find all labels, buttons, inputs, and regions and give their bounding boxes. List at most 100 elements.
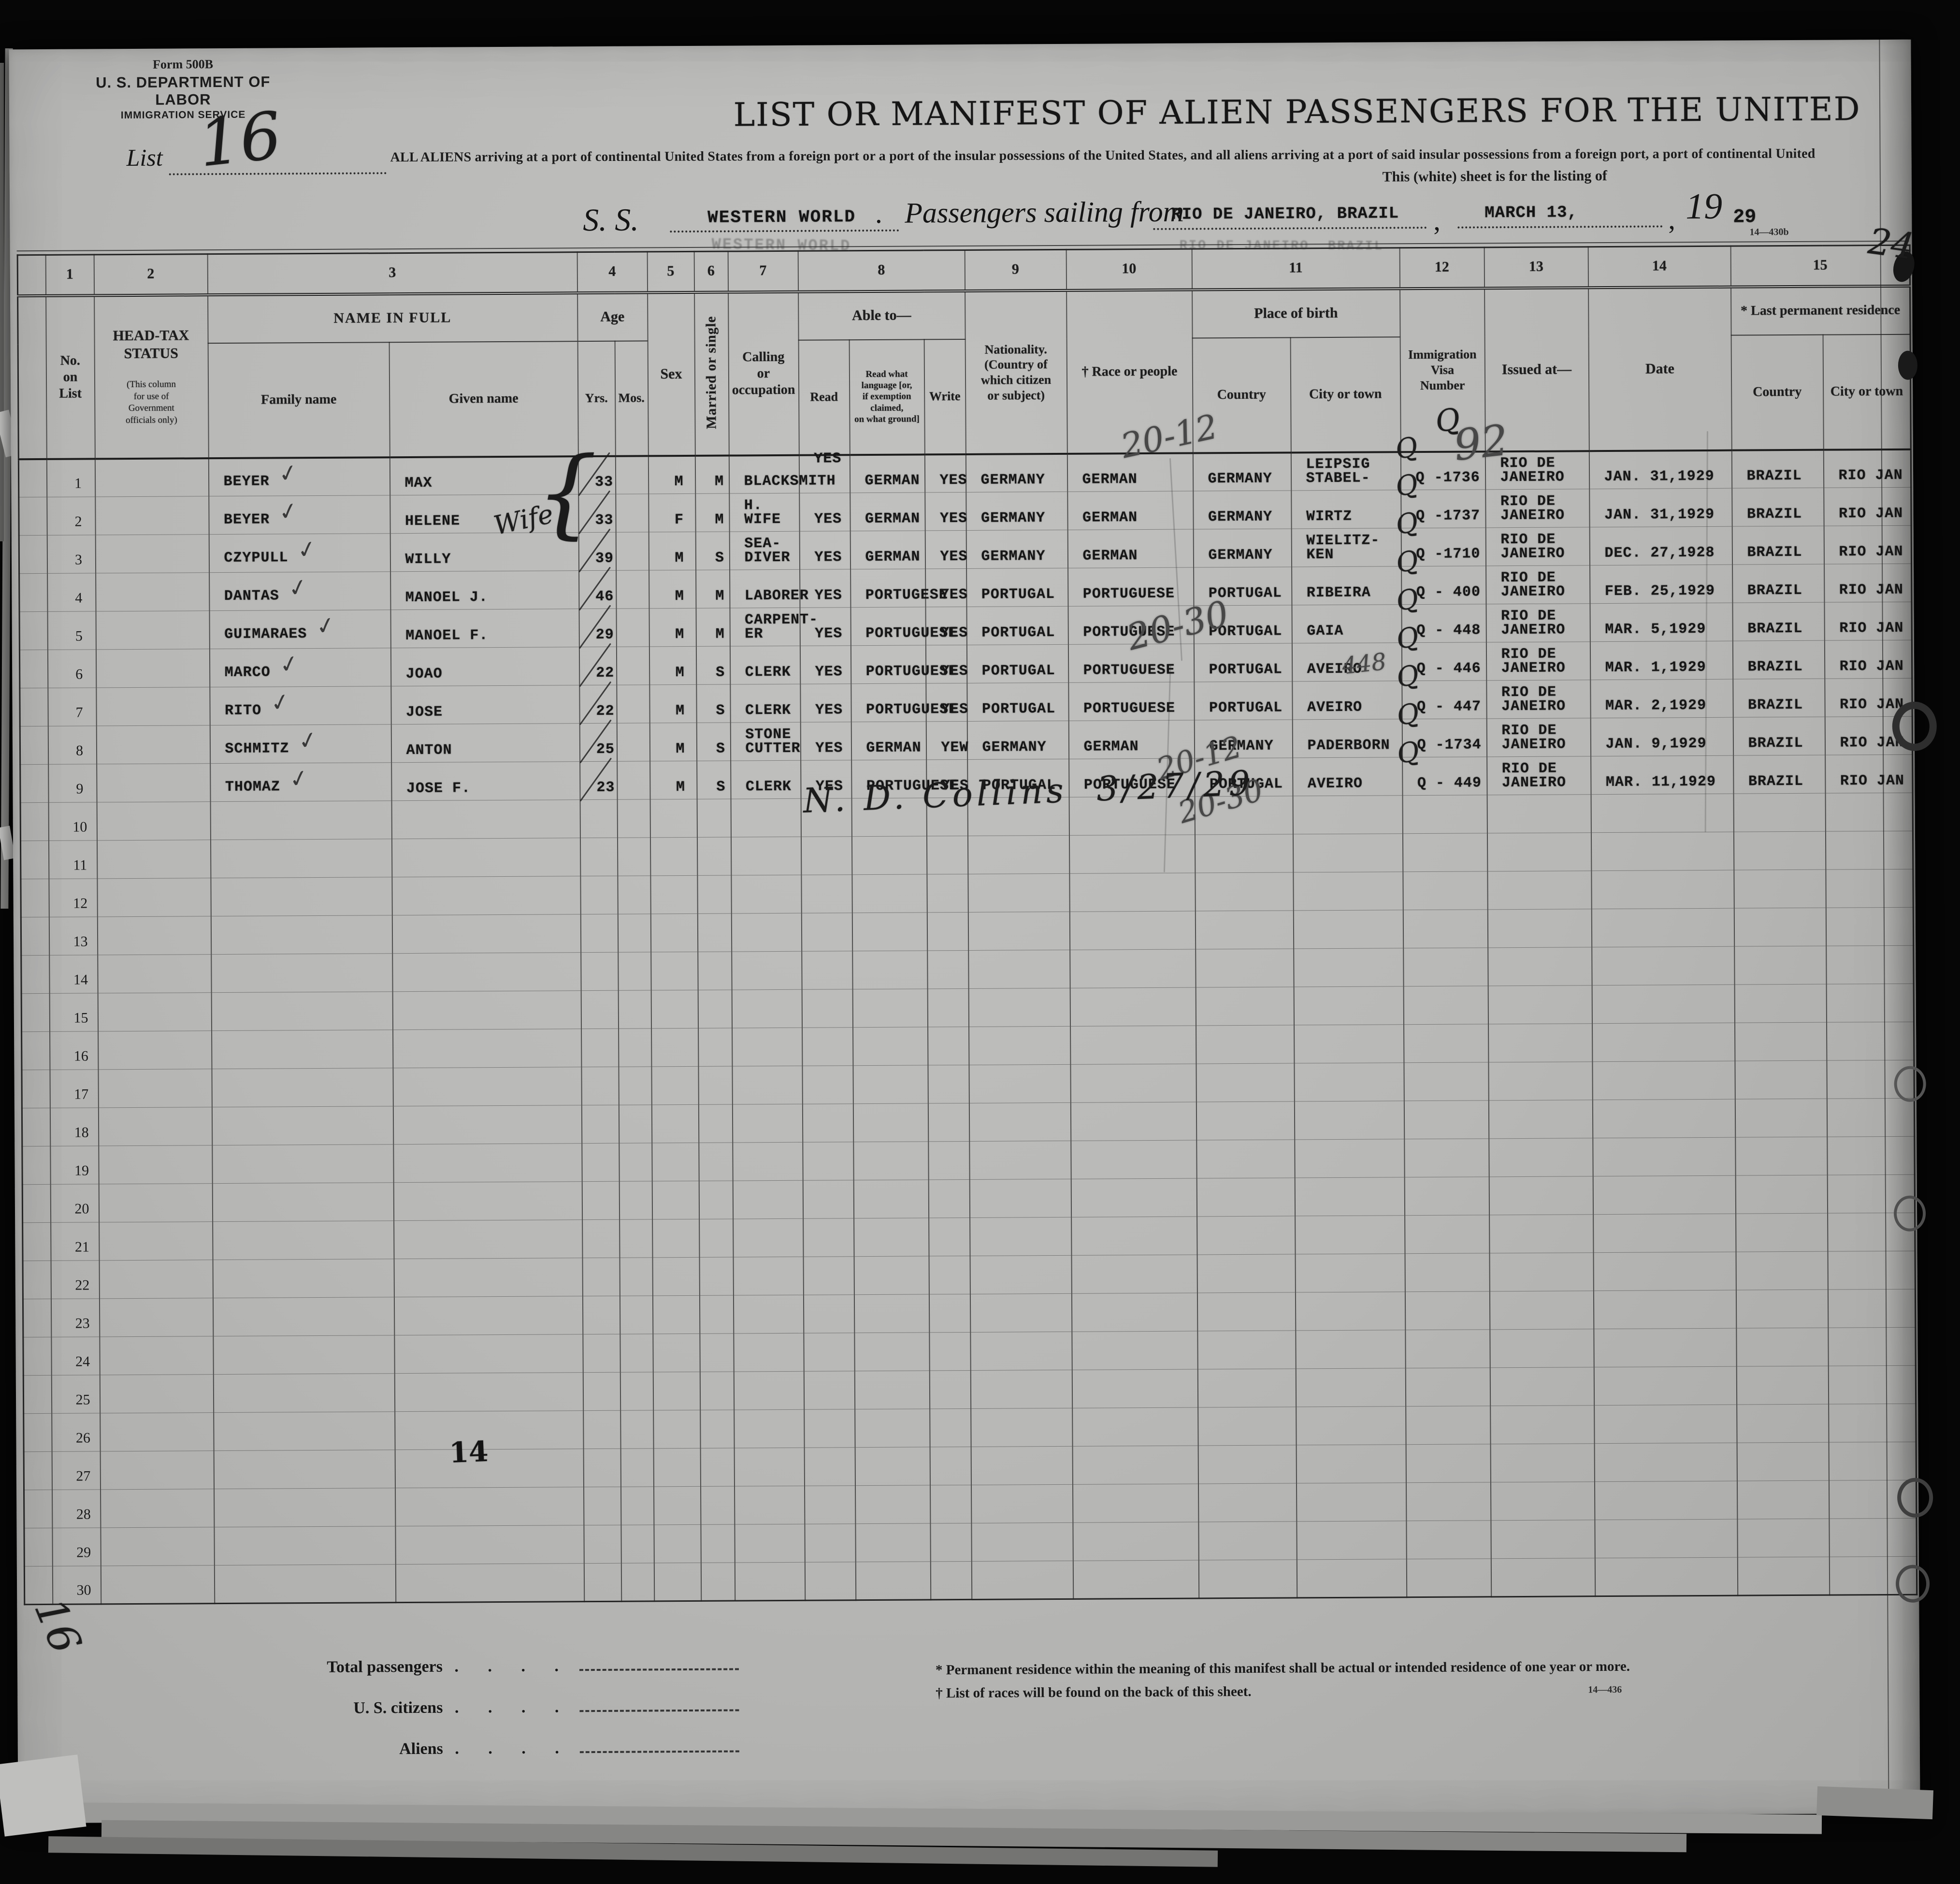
cell-occ xyxy=(733,1295,804,1334)
cell-lang: GERMAN xyxy=(850,530,925,569)
cell-yrs xyxy=(582,1334,620,1373)
cell-rcountry xyxy=(1735,1099,1827,1138)
value-sex: F xyxy=(674,511,684,528)
value-race: PORTUGUESE xyxy=(1083,700,1176,717)
header-married-single: Married or single xyxy=(694,292,729,456)
cell-issued xyxy=(1487,909,1592,948)
cell-sex: M xyxy=(649,723,697,761)
cell-no: 4 xyxy=(47,573,96,612)
cell-headtax xyxy=(97,840,211,879)
cell-lang xyxy=(854,1256,929,1295)
cell-headtax xyxy=(96,687,210,726)
cell-occ xyxy=(733,1257,804,1296)
cell-mos xyxy=(619,1143,652,1182)
inspection-checkmark: ✓ xyxy=(267,687,293,718)
value-family: BEYER xyxy=(223,473,270,491)
cell-ms xyxy=(697,799,731,838)
cell-visa xyxy=(1406,1444,1491,1483)
cell-mos xyxy=(617,799,650,838)
cell-issued xyxy=(1489,1329,1594,1368)
cell-race xyxy=(1069,873,1196,912)
cell-rcountry xyxy=(1734,908,1826,947)
binder-ring xyxy=(1893,1195,1926,1232)
value-read: YES xyxy=(815,625,843,642)
inspection-checkmark: ✓ xyxy=(286,763,311,795)
cell-date xyxy=(1592,1023,1735,1062)
value-issued: RIO DE JANEIRO xyxy=(1500,455,1565,486)
cell-bcity: LEIPSIG STABEL- xyxy=(1291,451,1401,491)
row-number: 13 xyxy=(73,933,88,950)
cell-family: THOMAZ ✓ xyxy=(210,762,392,802)
value-rcountry: BRAZIL xyxy=(1747,620,1803,638)
value-bcountry: PORTUGAL xyxy=(1209,699,1283,716)
row-number: 19 xyxy=(74,1162,89,1179)
cell-c0 xyxy=(19,611,48,650)
header-no-on-list: No. on List xyxy=(45,295,95,459)
cell-ms xyxy=(698,990,732,1029)
value-sex: M xyxy=(675,550,684,566)
header-blank-col xyxy=(17,295,47,459)
cell-sex xyxy=(652,1219,700,1258)
cell-write: YES xyxy=(924,492,967,531)
value-nat: PORTUGAL xyxy=(982,700,1056,718)
cell-no: 19 xyxy=(50,1145,99,1185)
cell-no: 13 xyxy=(49,916,98,956)
cell-nat xyxy=(968,912,1070,951)
value-sex: M xyxy=(674,473,684,490)
cell-rcountry xyxy=(1736,1328,1829,1367)
col-number-10: 10 xyxy=(1066,249,1192,290)
cell-visa xyxy=(1404,1100,1489,1139)
cell-family xyxy=(211,953,393,993)
cell-no: 25 xyxy=(51,1375,100,1414)
cell-headtax xyxy=(96,725,210,764)
stamp-14: 14 xyxy=(448,1435,489,1469)
value-issued: RIO DE JANEIRO xyxy=(1501,684,1566,715)
cell-yrs xyxy=(582,1181,620,1220)
cell-sex: M xyxy=(648,455,695,494)
cell-date: JAN. 31,1929 xyxy=(1589,488,1732,527)
cell-nat xyxy=(970,1408,1073,1447)
cell-c0 xyxy=(23,1261,51,1299)
cell-race xyxy=(1071,1331,1198,1370)
col-number-14: 14 xyxy=(1588,246,1731,288)
handwritten-list-number: 16 xyxy=(195,97,285,182)
cell-write xyxy=(927,950,969,989)
value-race: GERMAN xyxy=(1083,738,1139,755)
cell-family xyxy=(211,991,393,1031)
cell-sex: M xyxy=(649,570,696,609)
cell-occ xyxy=(733,1333,804,1372)
cell-given xyxy=(394,1410,584,1450)
value-rcountry: BRAZIL xyxy=(1748,735,1803,752)
value-race: GERMAN xyxy=(1082,471,1138,488)
cell-nat: PORTUGAL xyxy=(966,568,1068,607)
cell-occ: CARPENT- ER xyxy=(729,608,818,647)
cell-no: 27 xyxy=(52,1451,101,1490)
cell-lang xyxy=(853,1141,929,1180)
col-number-5: 5 xyxy=(647,251,694,292)
cell-visa xyxy=(1406,1558,1491,1597)
comma-1: , xyxy=(1433,204,1441,236)
value-yrs: 22 xyxy=(596,665,615,681)
cell-sex xyxy=(653,1486,701,1525)
cell-no: 7 xyxy=(47,687,97,726)
cell-lang xyxy=(852,950,928,989)
cell-issued xyxy=(1489,1176,1593,1215)
cell-lang xyxy=(853,1179,929,1218)
cell-issued xyxy=(1490,1443,1595,1482)
cell-race xyxy=(1071,1178,1197,1217)
subtitle-line-2: This (white) sheet is for the listing of xyxy=(1382,168,1607,185)
handwritten-448: 448 xyxy=(1340,648,1388,680)
page-title: LIST OR MANIFEST OF ALIEN PASSENGERS FOR… xyxy=(733,90,1861,134)
cell-bcity xyxy=(1294,1101,1404,1140)
cell-bcity xyxy=(1294,986,1404,1025)
cell-headtax xyxy=(98,1069,212,1108)
cell-occ xyxy=(733,1218,804,1258)
cell-no: 17 xyxy=(49,1069,99,1108)
cell-yrs xyxy=(583,1372,620,1411)
cell-occ xyxy=(732,989,802,1029)
cell-mos xyxy=(620,1372,653,1411)
cell-lang xyxy=(855,1447,930,1486)
cell-rcountry xyxy=(1736,1404,1829,1443)
cell-date xyxy=(1592,985,1735,1024)
cell-c0 xyxy=(23,1375,52,1414)
